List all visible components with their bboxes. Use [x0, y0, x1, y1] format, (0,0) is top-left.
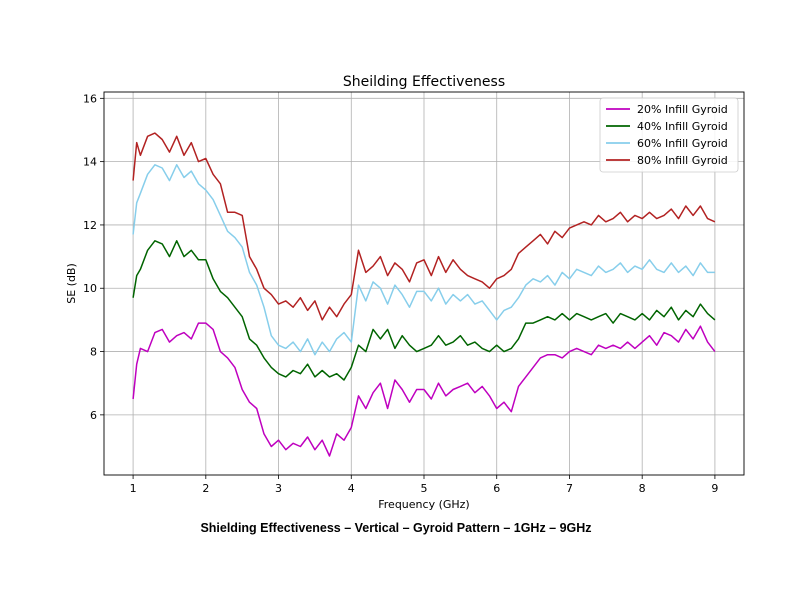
x-tick-label: 2	[202, 482, 209, 495]
series-line-3	[132, 164, 715, 356]
x-tick-label: 8	[639, 482, 646, 495]
grid	[104, 92, 744, 475]
legend-label: 60% Infill Gyroid	[637, 137, 728, 150]
x-tick-label: 3	[275, 482, 282, 495]
x-axis-label: Frequency (GHz)	[378, 498, 469, 511]
series-lines	[132, 132, 716, 457]
y-tick-label: 12	[83, 219, 97, 232]
y-axis-label: SE (dB)	[65, 263, 78, 304]
legend-box	[599, 97, 739, 173]
x-tick-label: 7	[566, 482, 573, 495]
y-tick-label: 6	[90, 409, 97, 422]
x-tick-label: 5	[421, 482, 428, 495]
figure-caption: Shielding Effectiveness – Vertical – Gyr…	[200, 521, 592, 535]
y-tick-label: 8	[90, 346, 97, 359]
x-tick-label: 1	[130, 482, 137, 495]
y-tick-label: 16	[83, 92, 97, 105]
series-line-1	[132, 322, 716, 457]
legend-label: 80% Infill Gyroid	[637, 154, 728, 167]
x-tick-label: 4	[348, 482, 355, 495]
legend-label: 20% Infill Gyroid	[637, 103, 728, 116]
y-tick-label: 10	[83, 282, 97, 295]
x-tick-label: 9	[711, 482, 718, 495]
series-line-4	[132, 132, 716, 321]
x-tick-label: 6	[493, 482, 500, 495]
y-tick-label: 14	[83, 156, 97, 169]
legend: 20% Infill Gyroid 40% Infill Gyroid 60% In…	[599, 97, 739, 173]
legend-label: 40% Infill Gyroid	[637, 120, 728, 133]
chart-title: Sheilding Effectiveness	[343, 74, 505, 90]
series-line-2	[132, 240, 716, 381]
